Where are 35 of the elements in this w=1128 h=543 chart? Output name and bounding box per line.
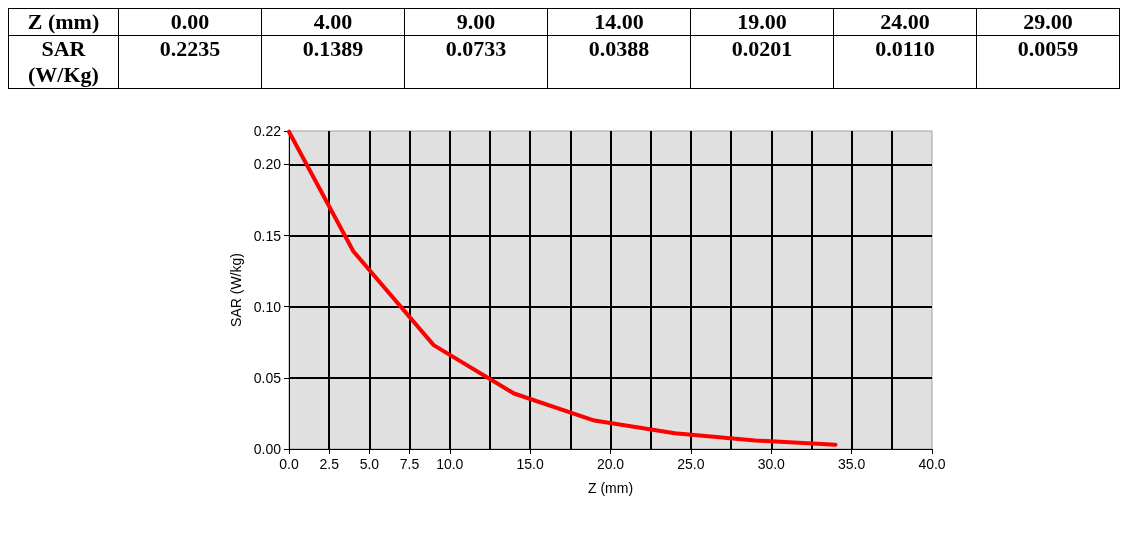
x-tick-label: 0.0 <box>279 456 299 472</box>
category-label: 4.00 <box>261 8 405 36</box>
y-axis-title: SAR (W/kg) <box>227 253 244 327</box>
text: Z (mm) <box>8 8 119 36</box>
x-tick-label: 35.0 <box>838 456 866 472</box>
category-label: 19.00 <box>690 8 834 36</box>
category-label: 29.00 <box>976 8 1120 36</box>
category-label: 24.00 <box>833 8 977 36</box>
x-tick-label: 15.0 <box>516 456 544 472</box>
x-tick-label: 25.0 <box>677 456 705 472</box>
data-label: 0.0388 <box>547 35 691 89</box>
data-label: 0.0059 <box>976 35 1120 89</box>
y-tick-label: 0.10 <box>253 298 282 315</box>
x-tick-label: 10.0 <box>436 456 464 472</box>
y-tick-label: 0.22 <box>253 123 282 139</box>
text: SAR (W/Kg) <box>8 35 119 89</box>
category-label: 14.00 <box>547 8 691 36</box>
data-label: 0.0110 <box>833 35 977 89</box>
data-label: 0.1389 <box>261 35 405 89</box>
x-tick-label: 7.5 <box>399 456 420 472</box>
x-axis-title: Z (mm) <box>587 480 634 496</box>
y-tick-label: 0.05 <box>253 369 282 386</box>
data-label: 0.0733 <box>404 35 548 89</box>
y-tick-label: 0.15 <box>253 227 282 244</box>
x-tick-label: 5.0 <box>359 456 380 472</box>
x-tick-label: 2.5 <box>319 456 340 472</box>
x-tick-label: 40.0 <box>918 456 946 472</box>
data-label: 0.0201 <box>690 35 834 89</box>
y-tick-label: 0.00 <box>253 441 282 457</box>
y-tick-label: 0.20 <box>253 156 282 173</box>
category-label: 9.00 <box>404 8 548 36</box>
category-label: 0.00 <box>118 8 262 36</box>
data-label: 0.2235 <box>118 35 262 89</box>
x-tick-label: 20.0 <box>596 456 625 472</box>
x-tick-label: 30.0 <box>757 456 786 472</box>
